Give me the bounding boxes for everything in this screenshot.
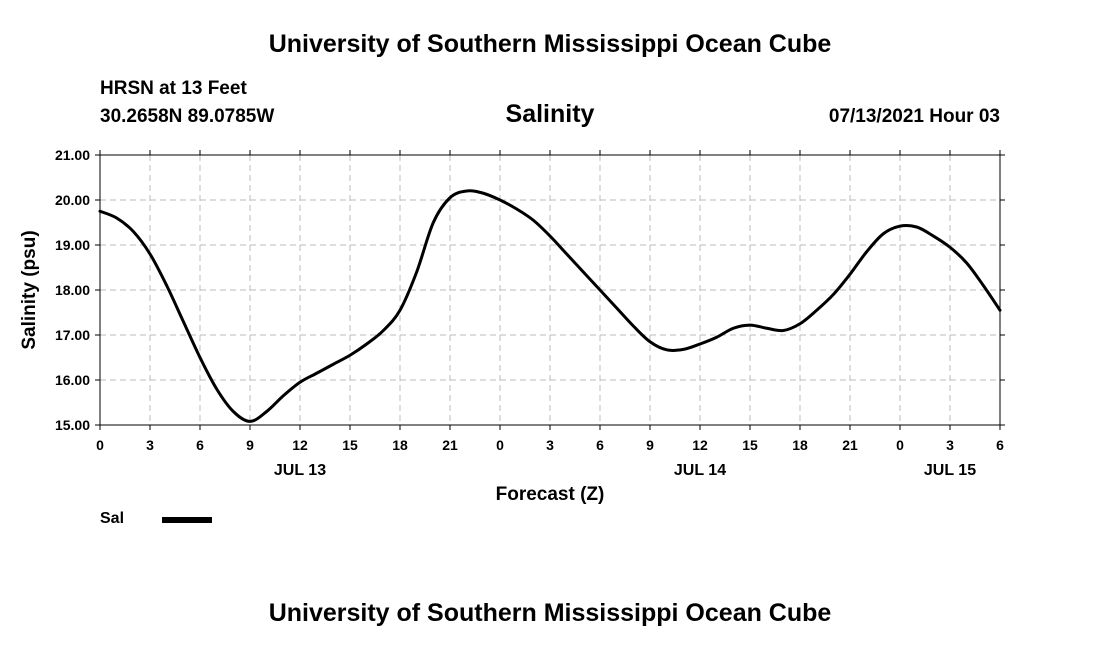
x-tick-label: 18 xyxy=(792,437,808,453)
chart-title: Salinity xyxy=(505,100,595,128)
x-tick-label: 6 xyxy=(196,437,204,453)
x-tick-label: 12 xyxy=(692,437,708,453)
day-label: JUL 14 xyxy=(674,462,726,479)
x-tick-label: 3 xyxy=(946,437,954,453)
x-tick-label: 15 xyxy=(342,437,358,453)
x-tick-label: 6 xyxy=(996,437,1004,453)
x-tick-label: 21 xyxy=(842,437,858,453)
x-tick-label: 15 xyxy=(742,437,758,453)
day-label: JUL 13 xyxy=(274,462,326,479)
legend-swatch xyxy=(162,517,212,523)
day-label: JUL 15 xyxy=(924,462,976,479)
x-tick-label: 6 xyxy=(596,437,604,453)
series-line-sal xyxy=(98,189,1002,423)
y-axis-label: Salinity (psu) xyxy=(19,230,40,349)
y-tick-label: 16.00 xyxy=(55,372,90,388)
x-tick-label: 21 xyxy=(442,437,458,453)
x-tick-label: 3 xyxy=(546,437,554,453)
x-tick-label: 18 xyxy=(392,437,408,453)
x-tick-label: 0 xyxy=(496,437,504,453)
station-label: HRSN at 13 Feet xyxy=(100,78,247,99)
x-tick-label: 0 xyxy=(896,437,904,453)
x-tick-label: 9 xyxy=(246,437,254,453)
y-tick-label: 20.00 xyxy=(55,192,90,208)
x-axis-label: Forecast (Z) xyxy=(496,484,605,505)
y-tick-label: 21.00 xyxy=(55,147,90,163)
x-tick-label: 9 xyxy=(646,437,654,453)
bottom-title: University of Southern Mississippi Ocean… xyxy=(268,599,832,627)
x-tick-label: 0 xyxy=(96,437,104,453)
legend-label: Sal xyxy=(100,510,125,527)
y-tick-label: 18.00 xyxy=(55,282,90,298)
y-tick-label: 15.00 xyxy=(55,417,90,433)
x-tick-label: 3 xyxy=(146,437,154,453)
x-tick-label: 12 xyxy=(292,437,308,453)
coordinates-label: 30.2658N 89.0785W xyxy=(100,106,275,127)
y-tick-label: 17.00 xyxy=(55,327,90,343)
top-title: University of Southern Mississippi Ocean… xyxy=(268,30,832,58)
forecast-datetime: 07/13/2021 Hour 03 xyxy=(828,106,1000,127)
y-tick-label: 19.00 xyxy=(55,237,90,253)
